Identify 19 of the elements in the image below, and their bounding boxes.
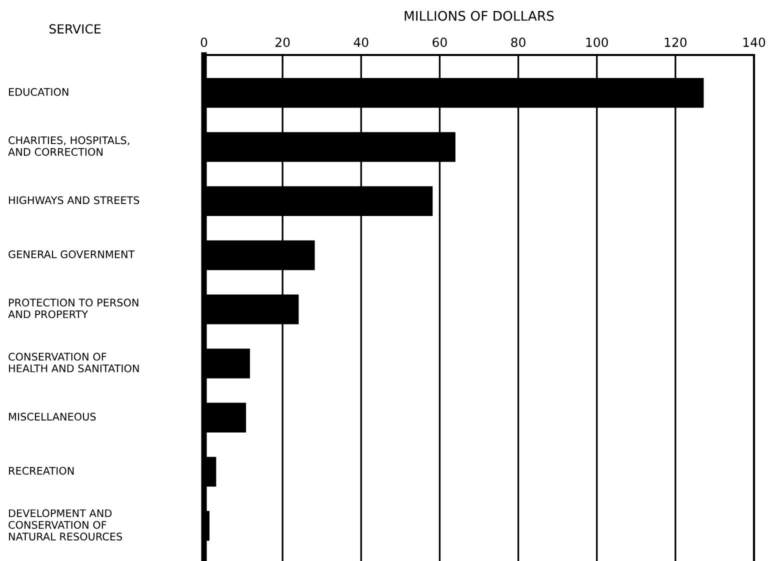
y-tick-label: EDUCATION [9, 88, 68, 96]
y-tick-label: HIGHWAYS AND STREETS [9, 196, 140, 204]
x-tick-label: 140 [743, 38, 766, 48]
x-tick-label: 120 [664, 38, 687, 48]
y-tick-label: GENERAL GOVERNMENT [8, 250, 135, 258]
y-tick-label: DEVELOPMENT AND CONSERVATION OF NATURAL RESOURCES [8, 509, 122, 541]
x-tick-label: 0 [200, 38, 208, 48]
y-tick-label: PROTECTION TO PERSON AND PROPERTY [8, 298, 138, 318]
x-tick-label: 60 [432, 38, 447, 48]
x-tick-label: 40 [354, 38, 368, 48]
x-tick-label: 100 [586, 38, 608, 48]
x-tick-label: 80 [511, 38, 526, 48]
y-axis-title: SERVICE [49, 24, 101, 34]
x-tick-label: 20 [276, 38, 290, 48]
y-tick-label: CONSERVATION OF HEALTH AND SANITATION [8, 352, 139, 372]
y-tick-label: MISCELLANEOUS [9, 412, 96, 421]
y-tick-label: RECREATION [9, 466, 74, 475]
x-axis-title: MILLIONS OF DOLLARS [404, 10, 554, 21]
y-tick-label: CHARITIES, HOSPITALS, AND CORRECTION [8, 136, 130, 156]
